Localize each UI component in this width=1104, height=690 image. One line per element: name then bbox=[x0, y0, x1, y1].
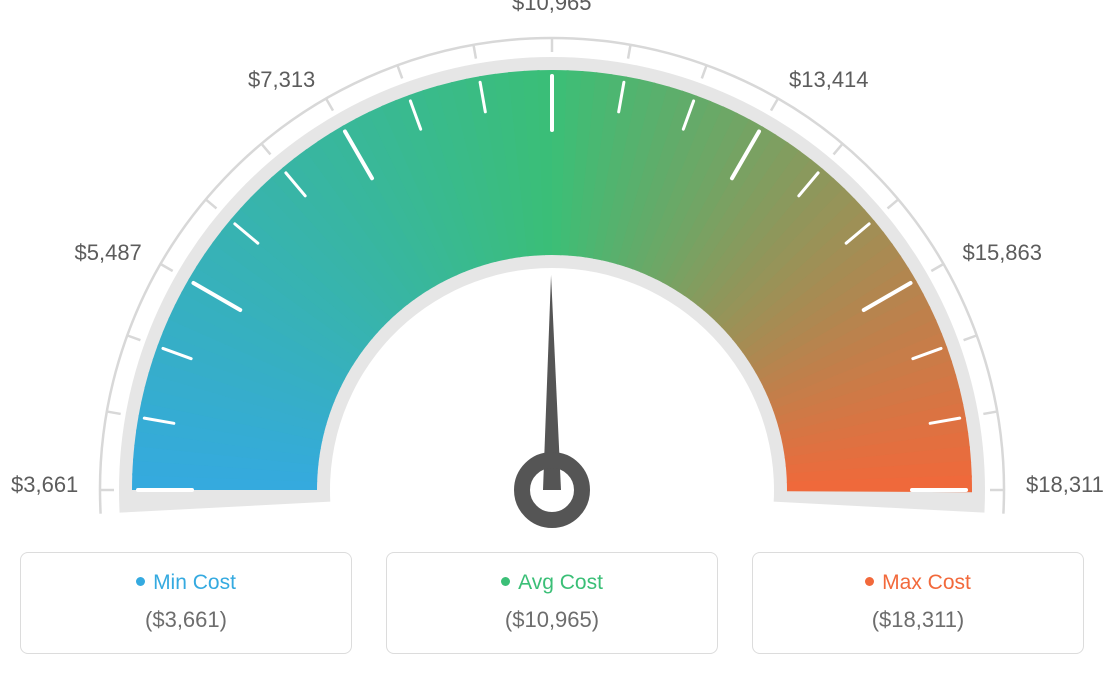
legend-row: Min Cost ($3,661) Avg Cost ($10,965) Max… bbox=[20, 552, 1084, 654]
legend-label-max: Max Cost bbox=[882, 571, 971, 594]
gauge-svg bbox=[20, 20, 1084, 540]
legend-card-avg: Avg Cost ($10,965) bbox=[386, 552, 718, 654]
scale-label: $10,965 bbox=[512, 0, 592, 16]
scale-label: $15,863 bbox=[962, 240, 1042, 266]
legend-label-avg: Avg Cost bbox=[518, 571, 603, 594]
scale-label: $13,414 bbox=[789, 67, 869, 93]
legend-card-max: Max Cost ($18,311) bbox=[752, 552, 1084, 654]
scale-label: $5,487 bbox=[75, 240, 142, 266]
legend-card-min: Min Cost ($3,661) bbox=[20, 552, 352, 654]
scale-label: $18,311 bbox=[1026, 472, 1104, 498]
dot-icon bbox=[865, 577, 874, 586]
scale-label: $7,313 bbox=[248, 67, 315, 93]
legend-title-max: Max Cost bbox=[763, 571, 1073, 595]
scale-label: $3,661 bbox=[11, 472, 78, 498]
legend-value-min: ($3,661) bbox=[31, 607, 341, 633]
legend-value-avg: ($10,965) bbox=[397, 607, 707, 633]
dot-icon bbox=[136, 577, 145, 586]
cost-gauge-container: $3,661$5,487$7,313$10,965$13,414$15,863$… bbox=[20, 20, 1084, 670]
dot-icon bbox=[501, 577, 510, 586]
gauge-chart: $3,661$5,487$7,313$10,965$13,414$15,863$… bbox=[20, 20, 1084, 540]
legend-value-max: ($18,311) bbox=[763, 607, 1073, 633]
legend-title-avg: Avg Cost bbox=[397, 571, 707, 595]
legend-title-min: Min Cost bbox=[31, 571, 341, 595]
legend-label-min: Min Cost bbox=[153, 571, 236, 594]
